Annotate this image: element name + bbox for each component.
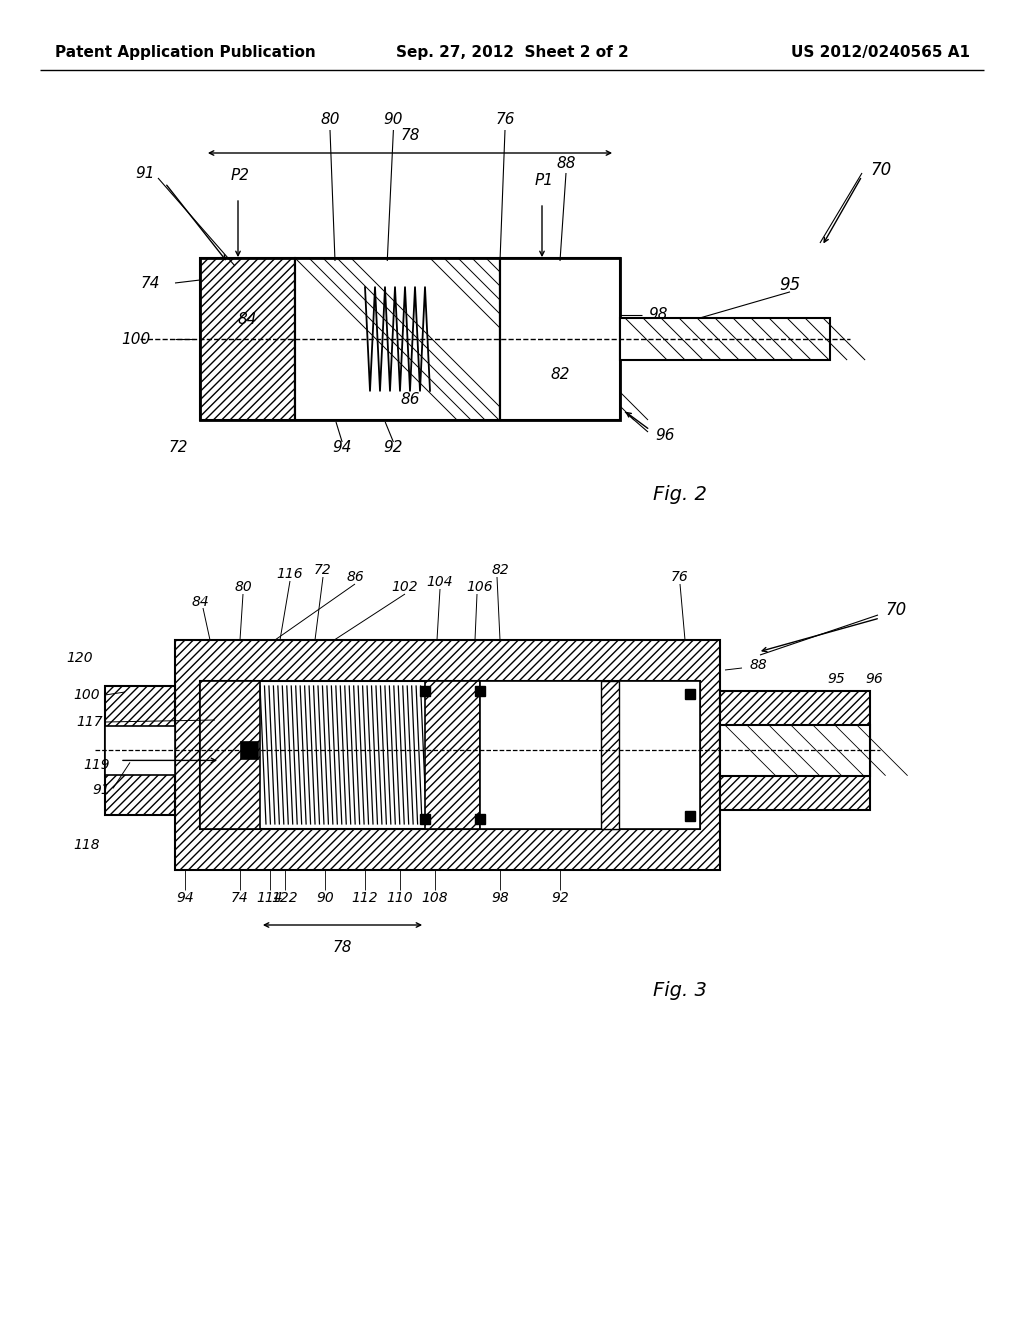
Text: 102: 102: [392, 579, 419, 594]
Bar: [420, 813, 430, 824]
Bar: [685, 810, 695, 821]
Bar: [200, 257, 295, 420]
Text: 95: 95: [827, 672, 845, 685]
Bar: [420, 686, 430, 697]
Text: 72: 72: [169, 440, 188, 455]
Bar: [720, 690, 870, 810]
Text: 80: 80: [321, 112, 340, 128]
Bar: [200, 681, 260, 829]
Text: 90: 90: [384, 112, 403, 128]
Text: Patent Application Publication: Patent Application Publication: [55, 45, 315, 59]
Bar: [475, 813, 485, 824]
Text: 84: 84: [238, 312, 257, 327]
Bar: [500, 257, 620, 420]
Text: 112: 112: [351, 891, 378, 906]
Text: 95: 95: [779, 276, 801, 294]
Text: 91: 91: [135, 165, 155, 181]
Text: 106: 106: [467, 579, 494, 594]
Text: 96: 96: [655, 428, 675, 442]
Text: 104: 104: [427, 576, 454, 589]
Text: 100: 100: [121, 331, 150, 346]
Text: 92: 92: [384, 441, 403, 455]
Text: 114: 114: [257, 891, 284, 906]
Bar: [425, 681, 480, 829]
Text: 88: 88: [750, 657, 768, 672]
Text: 72: 72: [314, 564, 332, 577]
Text: 76: 76: [496, 112, 515, 128]
Bar: [105, 726, 175, 775]
Bar: [480, 681, 700, 829]
Text: P1: P1: [535, 173, 554, 187]
Bar: [295, 257, 500, 420]
Text: 74: 74: [231, 891, 249, 906]
Text: 92: 92: [551, 891, 569, 906]
Text: 82: 82: [550, 367, 569, 383]
Text: 80: 80: [234, 579, 252, 594]
Bar: [601, 681, 618, 829]
Bar: [685, 689, 695, 700]
Text: Fig. 3: Fig. 3: [653, 981, 707, 999]
Text: 98: 98: [492, 891, 509, 906]
Bar: [240, 742, 258, 759]
Text: 116: 116: [276, 568, 303, 581]
Text: Fig. 2: Fig. 2: [653, 486, 707, 504]
Text: 110: 110: [387, 891, 414, 906]
Text: 120: 120: [67, 651, 93, 665]
Text: 84: 84: [191, 595, 209, 609]
Text: 91: 91: [92, 783, 110, 797]
Text: 96: 96: [865, 672, 883, 685]
Text: 70: 70: [870, 161, 891, 180]
Text: 90: 90: [316, 891, 334, 906]
Bar: [105, 686, 175, 814]
Text: 86: 86: [400, 392, 420, 408]
Text: 94: 94: [176, 891, 194, 906]
Bar: [475, 686, 485, 697]
Text: 108: 108: [422, 891, 449, 906]
Text: 88: 88: [556, 156, 575, 170]
Text: 122: 122: [271, 891, 298, 906]
Text: 82: 82: [492, 564, 509, 577]
Bar: [720, 725, 870, 776]
Text: 98: 98: [648, 308, 668, 322]
Text: 78: 78: [400, 128, 420, 143]
Text: 86: 86: [346, 570, 364, 583]
Text: 78: 78: [333, 940, 352, 954]
Text: 70: 70: [885, 601, 906, 619]
Bar: [200, 681, 700, 829]
Bar: [200, 257, 620, 420]
Text: 76: 76: [671, 570, 689, 583]
Text: P2: P2: [230, 168, 250, 183]
Bar: [175, 640, 720, 870]
Bar: [620, 318, 830, 360]
Text: 118: 118: [74, 838, 100, 851]
Text: 94: 94: [333, 441, 352, 455]
Text: 117: 117: [77, 715, 103, 729]
Text: Sep. 27, 2012  Sheet 2 of 2: Sep. 27, 2012 Sheet 2 of 2: [395, 45, 629, 59]
Text: 119: 119: [83, 759, 110, 772]
Text: 100: 100: [74, 688, 100, 702]
Text: 74: 74: [140, 276, 160, 290]
Text: US 2012/0240565 A1: US 2012/0240565 A1: [791, 45, 970, 59]
